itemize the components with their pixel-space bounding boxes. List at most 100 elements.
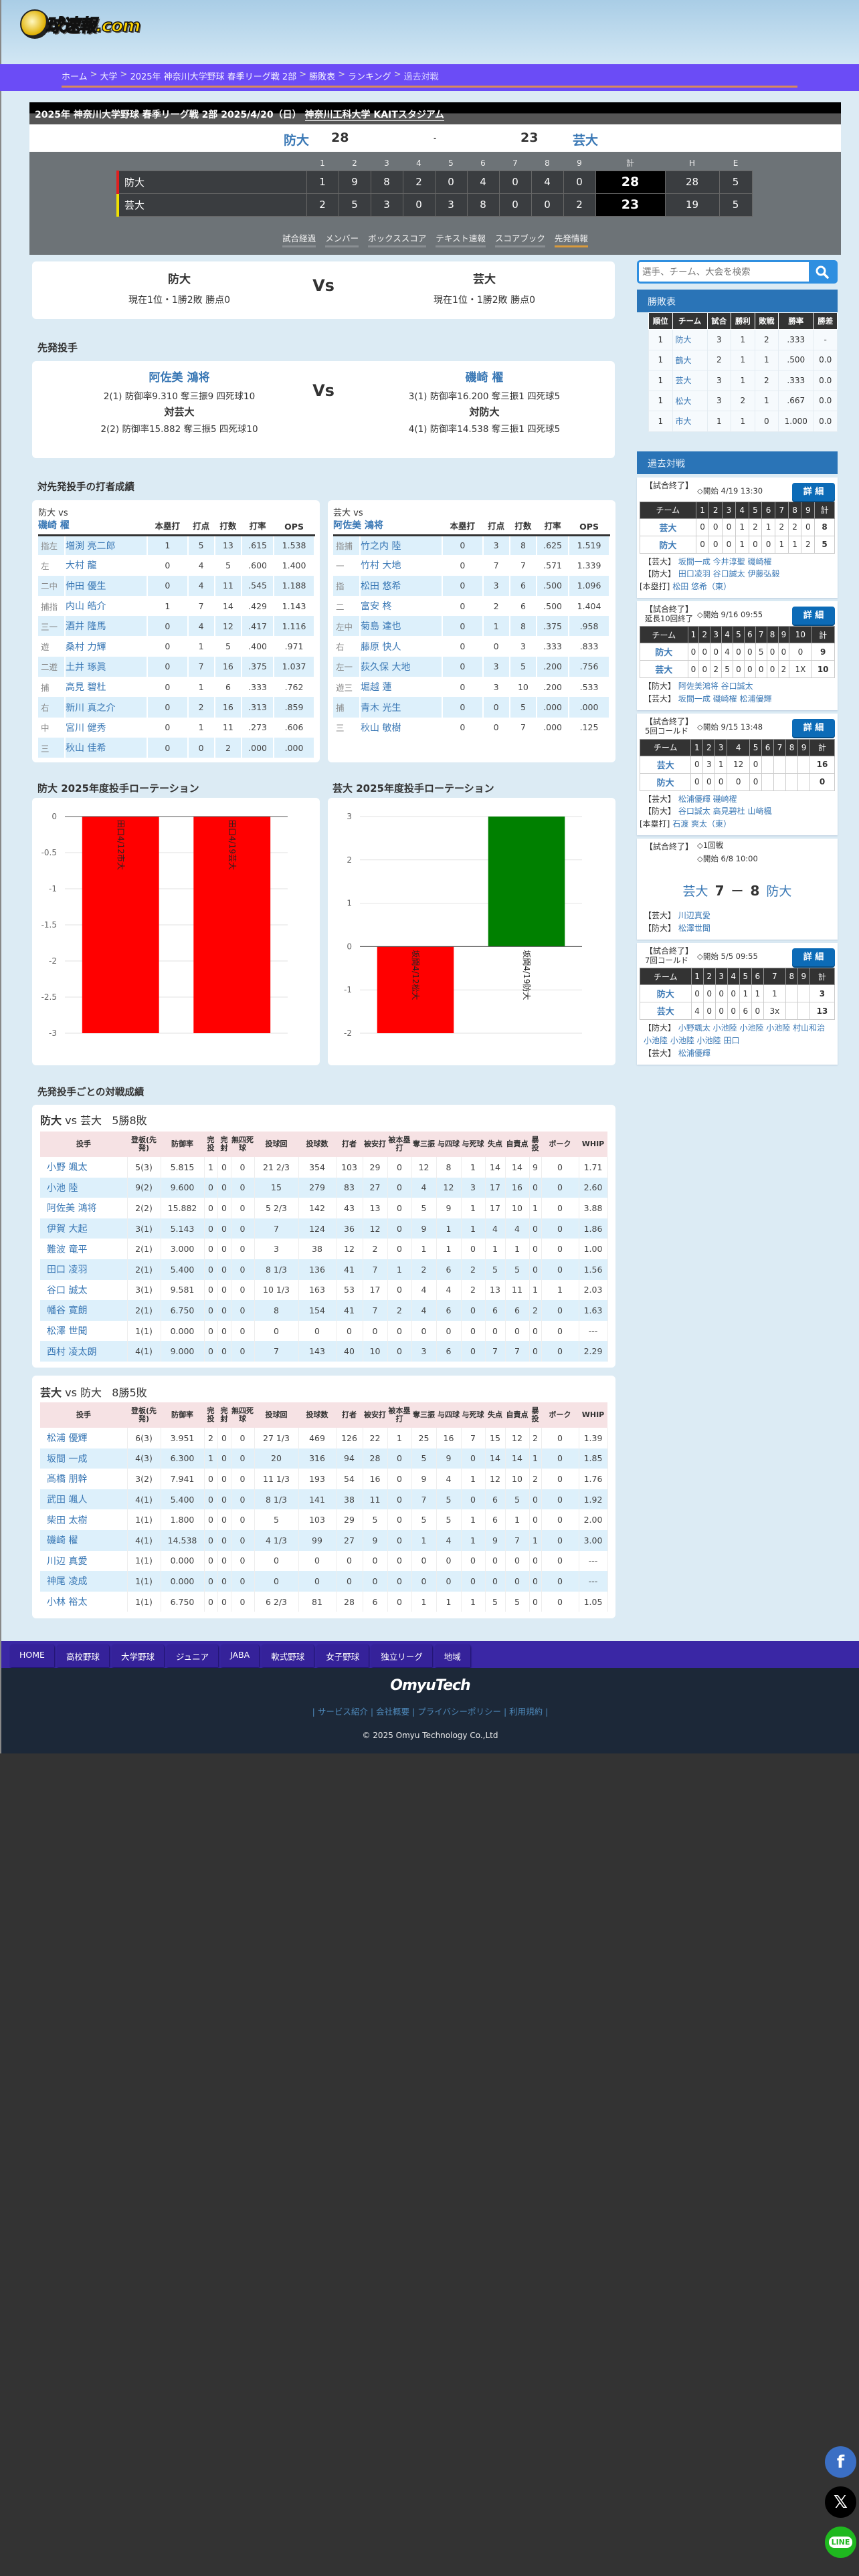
breadcrumb-link[interactable]: 2025年 神奈川大学野球 春季リーグ戦 2部 (130, 72, 297, 82)
pitcher-names[interactable]: 小野颯太 小池陸 小池陸 小池陸 村山和治 小池陸 小池陸 小池陸 田口 (644, 1023, 826, 1046)
team-name[interactable]: 防大 (640, 984, 692, 1003)
pitcher-name[interactable]: 武田 颯人 (40, 1489, 128, 1510)
pitcher-name[interactable]: 柴田 太樹 (40, 1509, 128, 1530)
batter-name[interactable]: 藤原 快人 (360, 636, 444, 657)
footer-link[interactable]: プライバシーポリシー (417, 1707, 501, 1717)
pitcher-name[interactable]: 阿佐美 鴻将 (40, 1198, 128, 1218)
batter-name[interactable]: 酒井 隆馬 (65, 616, 149, 637)
pitcher-names[interactable]: 松澤世聞 (678, 923, 710, 933)
team-name[interactable]: 芸大 (640, 518, 696, 536)
pitcher-name[interactable]: 松浦 優輝 (40, 1428, 128, 1448)
batter-name[interactable]: 松田 悠希 (360, 575, 444, 596)
team-name[interactable]: 防大 (640, 535, 696, 554)
batter-name[interactable]: 荻久保 大地 (360, 656, 444, 677)
pitcher-name[interactable]: 西村 凌太朗 (40, 1341, 128, 1362)
detail-button[interactable]: 詳 細 (792, 482, 835, 501)
breadcrumb-link[interactable]: 勝敗表 (309, 72, 336, 82)
tab-0[interactable]: 試合経過 (282, 231, 316, 247)
pitcher-names[interactable]: 坂間一成 磯崎櫂 松浦優輝 (678, 693, 772, 704)
footer-link[interactable]: サービス紹介 (317, 1707, 368, 1717)
site-logo[interactable]: 球速報.com (20, 8, 161, 40)
pitcher-name[interactable]: 小林 裕太 (40, 1591, 128, 1612)
opposing-pitcher[interactable]: 磯崎 櫂 (38, 520, 70, 531)
batter-name[interactable]: 青木 光生 (360, 697, 444, 718)
footer-nav-item[interactable]: 地域 (434, 1644, 470, 1667)
footer-nav-item[interactable]: 大学野球 (111, 1644, 164, 1667)
pitcher-name[interactable]: 小野 颯太 (40, 1157, 128, 1178)
pitcher-name[interactable]: 難波 竜平 (40, 1239, 128, 1259)
facebook-share-button[interactable]: f (825, 2446, 856, 2478)
tab-1[interactable]: メンバー (325, 231, 359, 247)
footer-nav-item[interactable]: 高校野球 (56, 1644, 109, 1667)
team-name[interactable]: 芸大 (639, 755, 692, 774)
footer-nav-item[interactable]: 独立リーグ (371, 1644, 432, 1667)
batter-name[interactable]: 竹之内 陸 (360, 535, 444, 556)
batter-name[interactable]: 堀越 蓮 (360, 677, 444, 697)
breadcrumb-link[interactable]: ホーム (62, 72, 88, 82)
pitcher-name[interactable]: 松澤 世聞 (40, 1320, 128, 1341)
team-name[interactable]: 市大 (672, 411, 708, 432)
tab-2[interactable]: ボックススコア (368, 231, 427, 247)
pitcher-names[interactable]: 坂間一成 今井淳聖 磯崎櫂 (678, 556, 772, 566)
batter-name[interactable]: 秋山 佳希 (65, 737, 149, 758)
home-team[interactable]: 防大 (284, 133, 310, 148)
breadcrumb-link[interactable]: 過去対戦 (403, 72, 439, 82)
footer-nav-item[interactable]: HOME (10, 1644, 54, 1667)
batter-name[interactable]: 大村 龍 (65, 555, 149, 576)
x-share-button[interactable]: 𝕏 (825, 2486, 856, 2518)
team-name[interactable]: 松大 (672, 390, 708, 411)
team-name[interactable]: 芸大 (116, 193, 307, 217)
batter-name[interactable]: 秋山 敏樹 (360, 717, 444, 738)
team-name[interactable]: 防大 (640, 643, 688, 661)
batter-name[interactable]: 新川 真之介 (65, 697, 149, 718)
pitcher-name[interactable]: 神尾 凌成 (40, 1571, 128, 1592)
footer-nav-item[interactable]: 軟式野球 (262, 1644, 314, 1667)
batter-name[interactable]: 竹村 大地 (360, 555, 444, 576)
batter-name[interactable]: 土井 琢眞 (65, 656, 149, 677)
team-name[interactable]: 芸大 (640, 660, 688, 679)
pitcher-names[interactable]: 松浦優輝 (678, 1048, 710, 1058)
search-input[interactable] (639, 262, 809, 282)
team-name[interactable]: 防大 (639, 772, 692, 791)
batter-name[interactable]: 仲田 優生 (65, 575, 149, 596)
breadcrumb-link[interactable]: ランキング (348, 72, 391, 82)
pitcher-name[interactable]: 谷口 誠太 (40, 1279, 128, 1301)
batter-name[interactable]: 内山 皓介 (65, 595, 149, 617)
left-starter-name[interactable]: 阿佐美 鴻将 (149, 371, 210, 385)
team-name[interactable]: 鶴大 (672, 349, 708, 370)
tab-3[interactable]: テキスト速報 (436, 231, 486, 247)
home-run-names[interactable]: 松田 悠希（東） (672, 581, 732, 591)
pitcher-names[interactable]: 阿佐美鴻将 谷口誠太 (678, 681, 753, 691)
team-name[interactable]: 芸大 (672, 370, 708, 391)
pitcher-name[interactable]: 伊賀 大起 (40, 1218, 128, 1239)
venue-link[interactable]: 神奈川工科大学 KAITスタジアム (304, 110, 444, 121)
breadcrumb-link[interactable]: 大学 (100, 72, 118, 82)
team-name[interactable]: 防大 (116, 170, 307, 194)
footer-nav-item[interactable]: 女子野球 (316, 1644, 369, 1667)
pitcher-name[interactable]: 坂間 一成 (40, 1448, 128, 1469)
right-starter-name[interactable]: 磯崎 櫂 (465, 371, 504, 385)
pitcher-name[interactable]: 田口 凌羽 (40, 1259, 128, 1280)
footer-link[interactable]: 会社概要 (376, 1707, 410, 1717)
home-team[interactable]: 芸大 (682, 884, 708, 899)
pitcher-name[interactable]: 髙橋 朋幹 (40, 1469, 128, 1489)
batter-name[interactable]: 桑村 力輝 (65, 636, 149, 657)
pitcher-name[interactable]: 川辺 真愛 (40, 1550, 128, 1572)
batter-name[interactable]: 宮川 健秀 (65, 717, 149, 738)
away-team[interactable]: 防大 (766, 884, 792, 899)
pitcher-names[interactable]: 川辺真愛 (678, 911, 710, 921)
footer-nav-item[interactable]: JABA (221, 1644, 260, 1667)
detail-button[interactable]: 詳 細 (792, 719, 835, 738)
home-run-names[interactable]: 石渡 爽太（東） (672, 819, 732, 829)
away-team[interactable]: 芸大 (573, 133, 599, 148)
pitcher-name[interactable]: 幡谷 寛朗 (40, 1300, 128, 1321)
batter-name[interactable]: 高見 碧杜 (65, 677, 149, 697)
search-button[interactable] (809, 262, 836, 282)
detail-button[interactable]: 詳 細 (792, 948, 835, 967)
team-name[interactable]: 芸大 (640, 1002, 692, 1021)
line-share-button[interactable]: LINE (825, 2527, 856, 2558)
batter-name[interactable]: 増渕 亮二郎 (65, 535, 149, 556)
team-name[interactable]: 防大 (672, 329, 708, 350)
pitcher-names[interactable]: 谷口誠太 高見碧杜 山﨑楓 (678, 807, 772, 817)
footer-link[interactable]: 利用規約 (509, 1707, 543, 1717)
